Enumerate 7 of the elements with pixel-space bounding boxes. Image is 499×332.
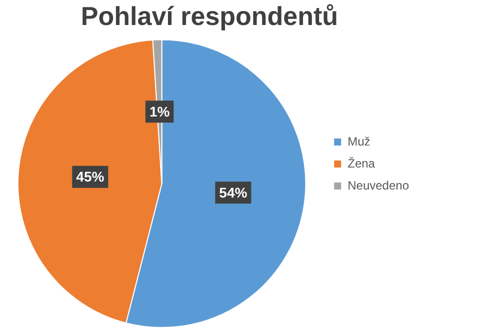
- chart-title: Pohlaví respondentů: [80, 0, 338, 31]
- data-label: 54%: [219, 184, 248, 200]
- data-label: 45%: [76, 168, 105, 185]
- legend-label: Neuvedeno: [348, 178, 410, 192]
- legend-label: Muž: [348, 134, 370, 148]
- data-label: 1%: [149, 104, 170, 120]
- legend-label: Žena: [348, 156, 376, 170]
